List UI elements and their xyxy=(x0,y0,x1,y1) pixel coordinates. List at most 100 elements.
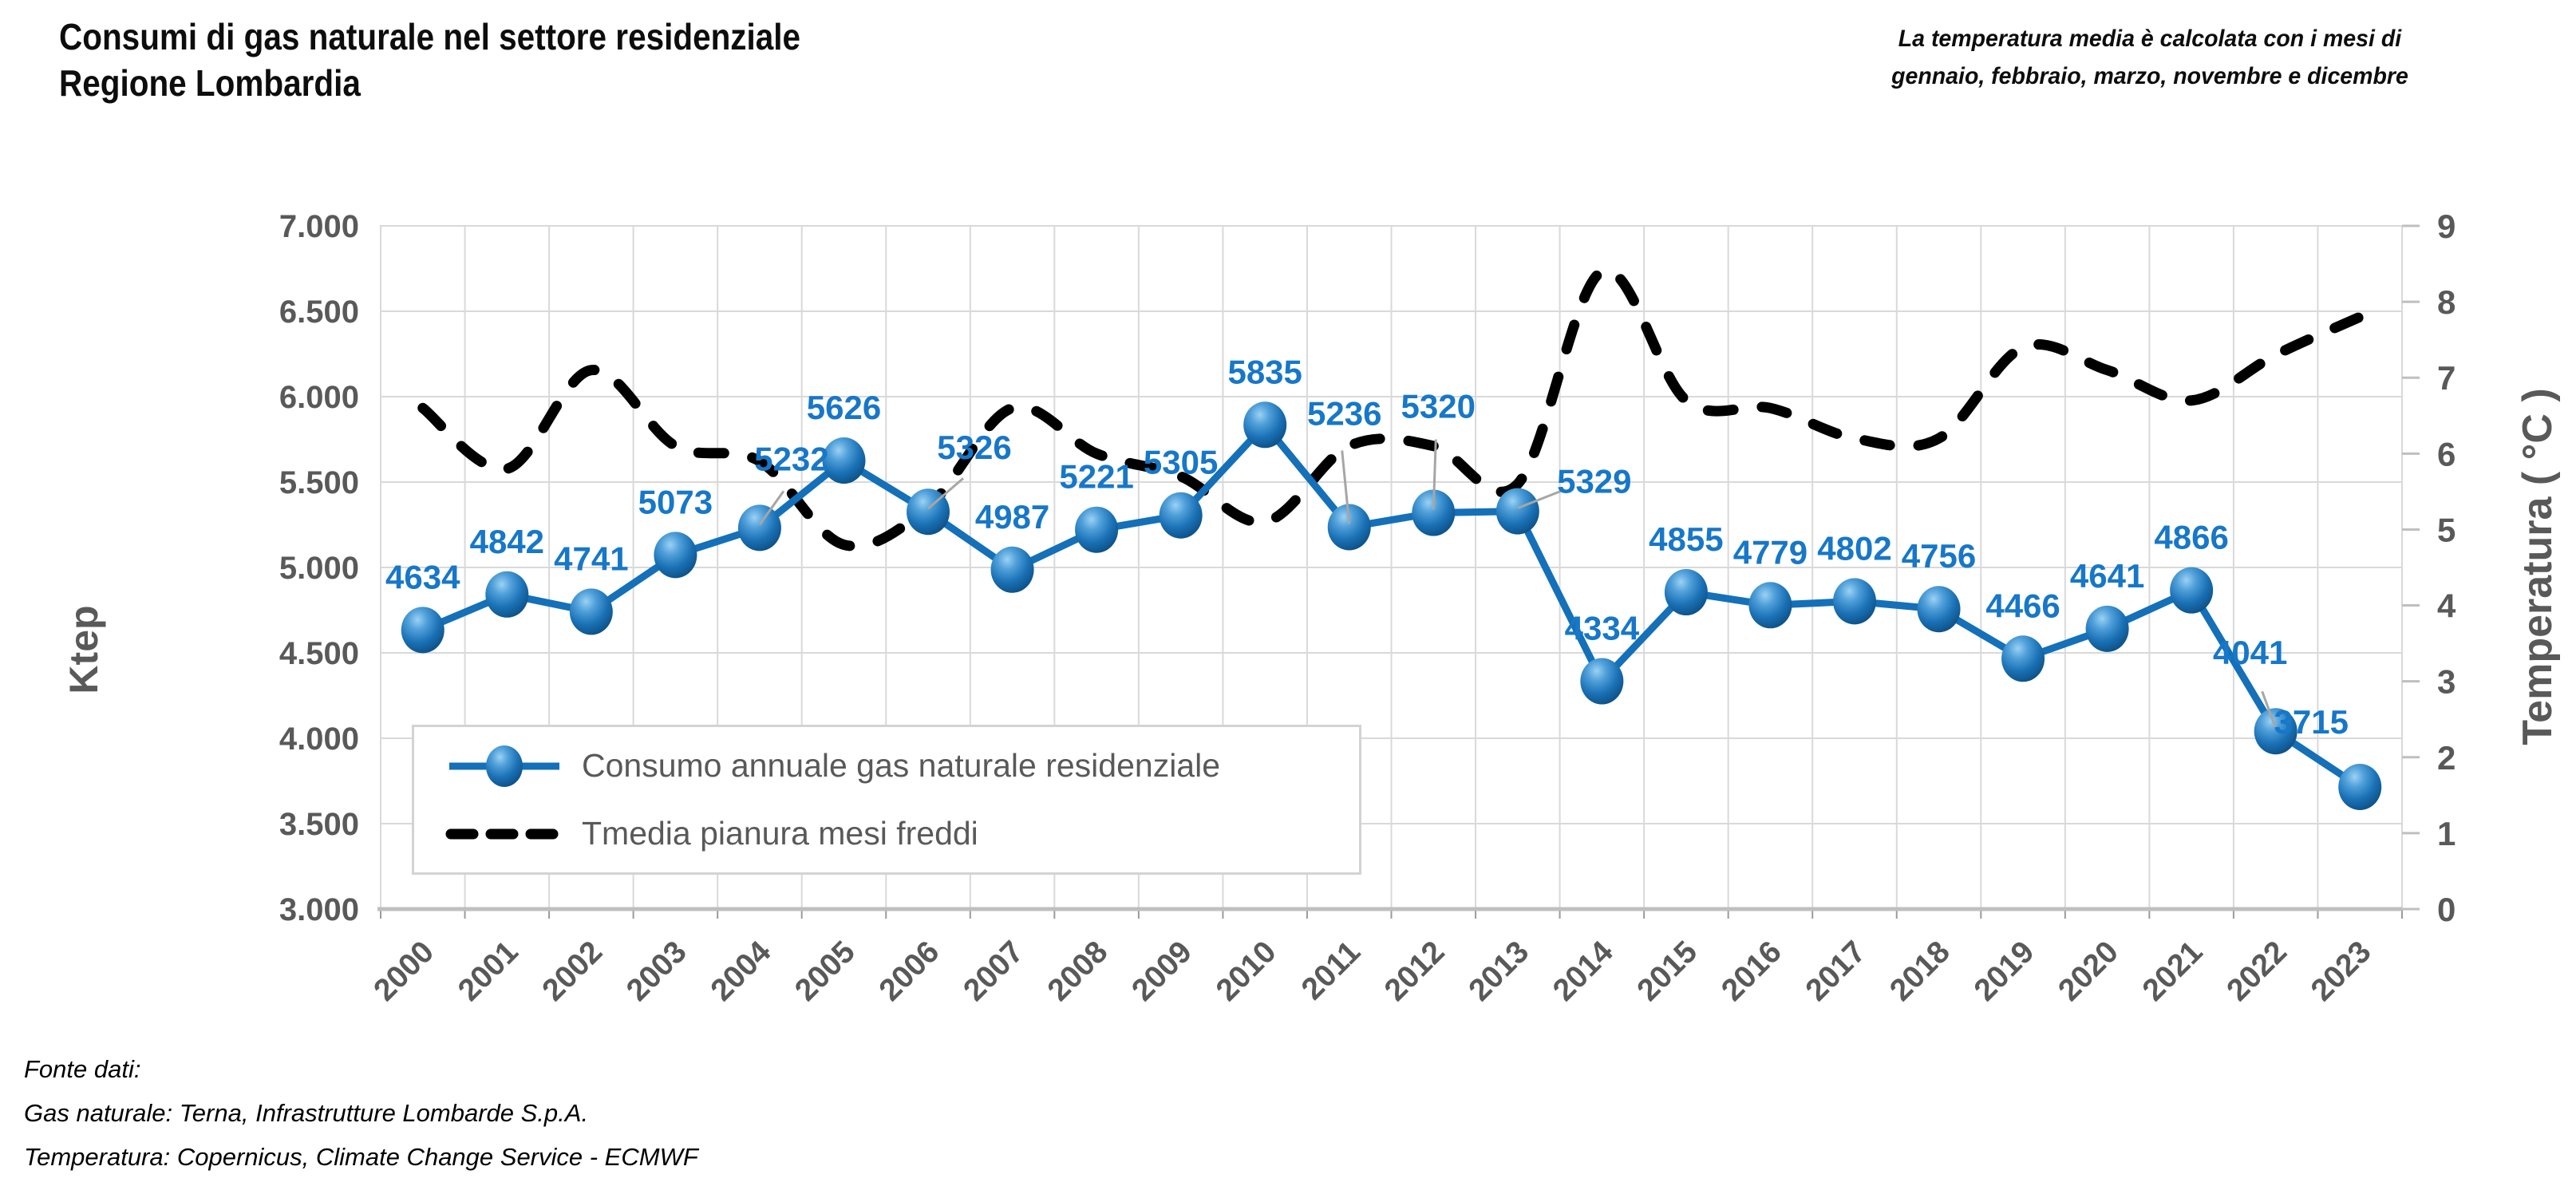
temperature-series-line xyxy=(417,265,2365,552)
gas-data-label: 3715 xyxy=(2274,703,2349,741)
x-axis-year-label: 2002 xyxy=(535,935,609,1008)
gas-data-marker xyxy=(1159,492,1203,539)
data-sources: Fonte dati: Gas naturale: Terna, Infrast… xyxy=(24,1047,698,1180)
gas-data-label: 5221 xyxy=(1059,458,1133,496)
temp-series-swatch-icon xyxy=(445,828,564,839)
data-label-leader-line xyxy=(927,477,965,510)
data-label-leader-line xyxy=(1517,489,1563,509)
left-axis-tick-label: 6.500 xyxy=(279,295,359,330)
source-line-1: Fonte dati: xyxy=(24,1055,141,1083)
gas-data-label: 5835 xyxy=(1227,353,1302,390)
gas-data-marker xyxy=(2085,605,2129,652)
x-axis-year-label: 2020 xyxy=(2052,935,2125,1008)
gas-data-marker xyxy=(822,437,866,484)
gas-data-marker xyxy=(2170,567,2214,614)
gas-data-marker xyxy=(737,504,781,552)
gas-data-label: 5073 xyxy=(638,483,713,520)
left-axis-tick-label: 7.000 xyxy=(279,209,359,244)
source-line-3: Temperatura: Copernicus, Climate Change … xyxy=(24,1143,698,1172)
temperature-note: La temperatura media è calcolata con i m… xyxy=(1891,21,2408,95)
x-axis-year-label: 2021 xyxy=(2136,935,2210,1008)
gas-data-marker xyxy=(1664,569,1708,616)
left-axis-title: Ktep xyxy=(61,605,106,694)
gas-data-marker xyxy=(401,607,444,654)
gas-data-marker xyxy=(1075,506,1119,553)
x-axis-year-label: 2009 xyxy=(1125,935,1199,1008)
data-label-leader-line xyxy=(1432,439,1437,510)
x-axis-year-label: 2011 xyxy=(1295,935,1367,1006)
legend-entry-gas: Consumo annuale gas naturale residenzial… xyxy=(414,741,1359,791)
x-axis-year-label: 2019 xyxy=(1968,935,2041,1008)
gas-data-label: 5236 xyxy=(1307,394,1381,432)
gas-data-label: 4041 xyxy=(2213,634,2287,671)
left-axis-tick-label: 4.500 xyxy=(279,636,359,671)
gas-data-label: 4779 xyxy=(1733,533,1808,571)
x-axis-year-label: 2014 xyxy=(1547,935,1620,1008)
x-axis-year-label: 2010 xyxy=(1210,935,1283,1008)
gas-data-label: 4842 xyxy=(470,523,544,560)
gas-data-label: 5626 xyxy=(807,389,881,426)
gas-data-marker xyxy=(2001,635,2045,682)
gas-data-marker xyxy=(654,532,697,579)
x-axis-year-label: 2007 xyxy=(957,935,1030,1008)
gas-data-marker xyxy=(569,588,613,635)
gas-data-label: 4756 xyxy=(1902,537,1976,575)
left-axis-tick-label: 6.000 xyxy=(279,380,359,415)
right-axis-tick-label: 6 xyxy=(2437,435,2455,472)
gas-data-label: 4466 xyxy=(1985,587,2060,624)
x-axis-year-label: 2006 xyxy=(873,935,946,1008)
gas-data-label: 4641 xyxy=(2070,557,2144,595)
left-axis-tick-label: 3.000 xyxy=(279,892,359,927)
x-axis-year-label: 2023 xyxy=(2305,935,2378,1008)
gas-data-marker xyxy=(2254,708,2297,755)
right-axis-tick-label: 7 xyxy=(2437,359,2455,397)
x-axis-year-label: 2000 xyxy=(367,935,441,1008)
x-axis-year-label: 2017 xyxy=(1800,935,1873,1008)
gas-data-marker xyxy=(1327,504,1371,551)
x-axis-year-label: 2008 xyxy=(1041,935,1115,1008)
legend-box: Consumo annuale gas naturale residenzial… xyxy=(412,725,1361,875)
note-line-2: gennaio, febbraio, marzo, novembre e dic… xyxy=(1891,62,2408,89)
x-axis-year-label: 2001 xyxy=(452,935,525,1008)
legend-entry-temp: Tmedia pianura mesi freddi xyxy=(414,809,1359,859)
gas-data-marker xyxy=(1580,658,1624,705)
legend-label-temp: Tmedia pianura mesi freddi xyxy=(582,815,978,852)
note-line-1: La temperatura media è calcolata con i m… xyxy=(1898,26,2402,52)
right-axis-tick-label: 1 xyxy=(2437,815,2455,852)
gas-data-label: 5232 xyxy=(754,440,828,477)
right-axis-tick-label: 2 xyxy=(2437,739,2455,777)
gas-data-label: 4741 xyxy=(554,540,628,577)
gas-data-label: 4634 xyxy=(385,558,460,595)
gas-data-marker xyxy=(2338,763,2382,810)
left-axis-tick-label: 3.500 xyxy=(279,807,359,842)
left-axis-tick-label: 4.000 xyxy=(279,722,359,757)
x-axis-year-label: 2005 xyxy=(788,935,862,1008)
data-label-leader-line xyxy=(2261,690,2278,729)
data-label-leader-line xyxy=(1341,450,1351,524)
gas-data-label: 5329 xyxy=(1557,463,1631,500)
left-axis-tick-label: 5.000 xyxy=(279,551,359,586)
gas-data-marker xyxy=(1243,401,1287,449)
gas-data-label: 5320 xyxy=(1401,388,1476,425)
right-axis-tick-label: 4 xyxy=(2437,587,2456,625)
right-axis-tick-label: 9 xyxy=(2437,208,2455,245)
title-line-2: Regione Lombardia xyxy=(59,61,361,104)
gas-data-marker xyxy=(1412,489,1456,536)
right-axis-tick-label: 8 xyxy=(2437,283,2455,321)
x-axis-year-label: 2016 xyxy=(1715,935,1788,1008)
x-axis-year-label: 2003 xyxy=(620,935,693,1008)
x-axis-year-label: 2022 xyxy=(2220,935,2294,1008)
legend-label-gas: Consumo annuale gas naturale residenzial… xyxy=(582,747,1221,784)
gas-data-label: 5305 xyxy=(1144,444,1218,481)
x-axis-year-label: 2012 xyxy=(1378,935,1452,1008)
gas-data-label: 5326 xyxy=(937,429,1011,466)
left-axis-tick-label: 5.500 xyxy=(279,465,359,500)
gas-data-marker xyxy=(1917,586,1961,633)
source-line-2: Gas naturale: Terna, Infrastrutture Lomb… xyxy=(24,1099,589,1128)
gas-data-marker xyxy=(1832,578,1876,625)
gas-data-label: 4866 xyxy=(2154,519,2228,556)
gas-data-label: 4855 xyxy=(1649,520,1723,558)
gas-data-marker xyxy=(485,571,529,618)
